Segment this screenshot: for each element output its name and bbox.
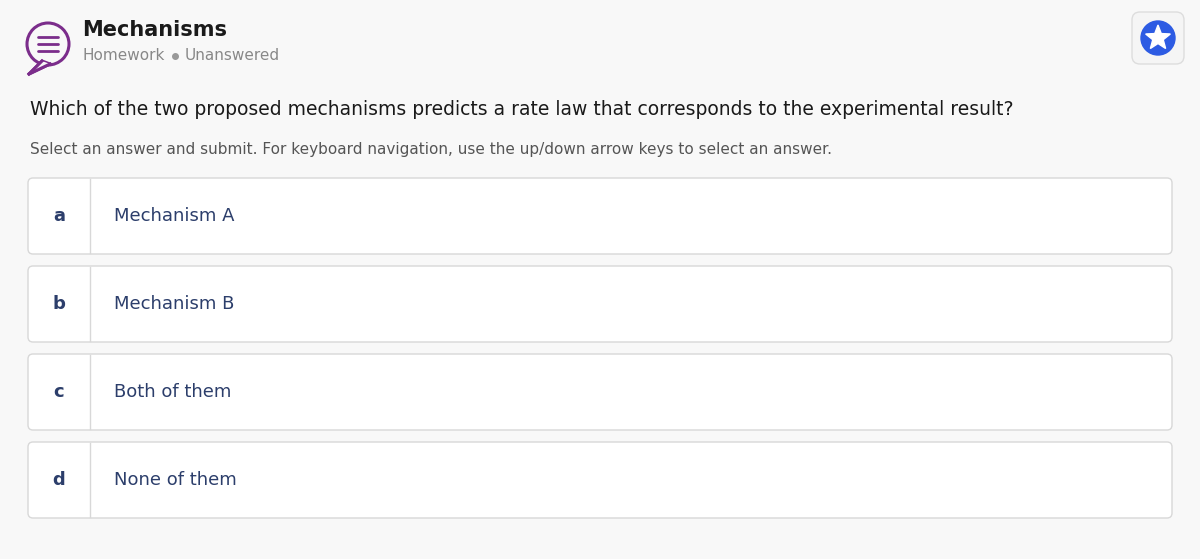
Text: Unanswered: Unanswered (185, 48, 280, 63)
Text: Select an answer and submit. For keyboard navigation, use the up/down arrow keys: Select an answer and submit. For keyboar… (30, 142, 832, 157)
Text: Homework: Homework (82, 48, 164, 63)
Text: a: a (53, 207, 65, 225)
Polygon shape (1146, 25, 1170, 49)
Text: Mechanisms: Mechanisms (82, 20, 227, 40)
Text: Mechanism A: Mechanism A (114, 207, 234, 225)
Circle shape (1141, 21, 1175, 55)
Text: b: b (53, 295, 66, 313)
Polygon shape (29, 61, 50, 74)
FancyBboxPatch shape (28, 266, 1172, 342)
Text: None of them: None of them (114, 471, 236, 489)
FancyBboxPatch shape (28, 354, 1172, 430)
Polygon shape (29, 61, 50, 74)
FancyBboxPatch shape (1132, 12, 1184, 64)
Text: Which of the two proposed mechanisms predicts a rate law that corresponds to the: Which of the two proposed mechanisms pre… (30, 100, 1014, 119)
Text: c: c (54, 383, 65, 401)
FancyBboxPatch shape (28, 442, 1172, 518)
Text: Both of them: Both of them (114, 383, 232, 401)
Text: Mechanism B: Mechanism B (114, 295, 234, 313)
Text: d: d (53, 471, 65, 489)
FancyBboxPatch shape (28, 178, 1172, 254)
